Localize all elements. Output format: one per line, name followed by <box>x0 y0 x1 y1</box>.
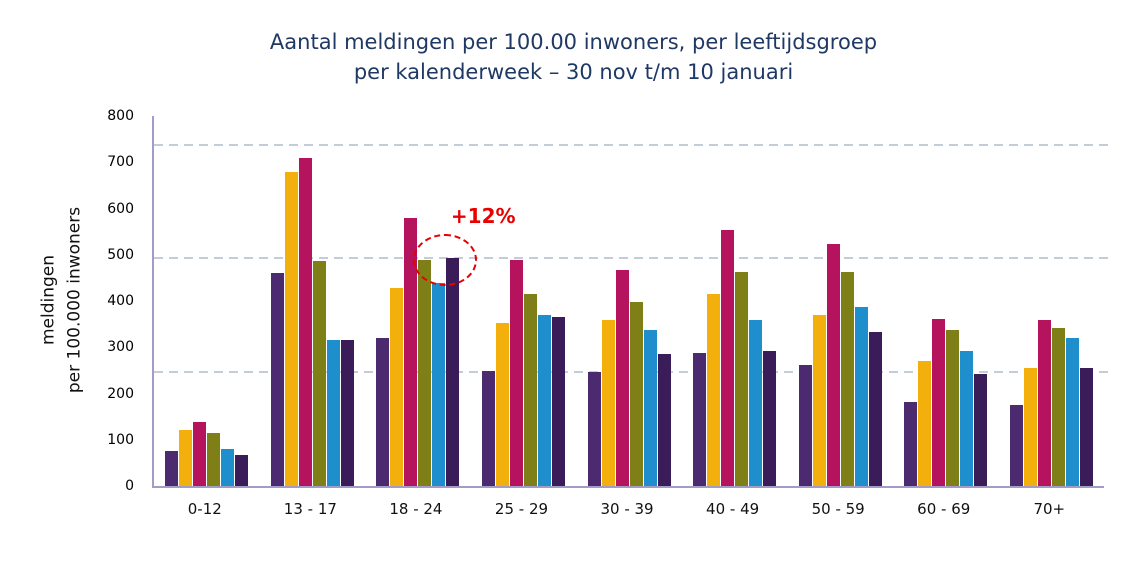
bar <box>629 302 643 486</box>
bar <box>974 374 988 486</box>
bar <box>326 339 340 486</box>
x-axis-labels: 0-12 13 - 17 18 - 24 25 - 29 30 - 39 40 - 49 5… <box>152 500 1102 518</box>
chart-title: Aantal meldingen per 100.00 inwoners, pe… <box>0 28 1147 88</box>
bar-groups <box>154 116 1104 486</box>
bar <box>960 350 974 486</box>
chart-title-line-1: Aantal meldingen per 100.00 inwoners, pe… <box>269 30 878 54</box>
bar <box>1065 338 1079 486</box>
bar <box>587 371 601 486</box>
bar <box>707 294 721 486</box>
bar <box>798 364 812 486</box>
x-axis-label: 60 - 69 <box>917 500 971 518</box>
x-axis-label: 25 - 29 <box>494 500 549 518</box>
bar-group <box>154 116 260 486</box>
x-axis-label: 18 - 24 <box>389 500 443 518</box>
bar <box>481 371 495 486</box>
bar <box>1037 320 1051 486</box>
bar <box>932 318 946 486</box>
bar <box>312 260 326 486</box>
bar <box>340 340 354 486</box>
x-axis-label: 0-12 <box>187 500 222 518</box>
bar <box>1023 368 1037 486</box>
y-tick-label: 400 <box>107 293 134 309</box>
bar <box>270 273 284 486</box>
bar <box>284 171 298 486</box>
bar <box>523 294 537 486</box>
x-axis-label: 30 - 39 <box>600 500 654 518</box>
chart-title-line-2: per kalenderweek – 30 nov t/m 10 januari <box>353 59 794 84</box>
bar <box>235 454 249 486</box>
bar <box>390 288 404 486</box>
bar <box>693 352 707 486</box>
annotation-label: +12% <box>450 204 516 228</box>
annotation-ellipse <box>412 234 477 286</box>
bar <box>749 320 763 486</box>
y-tick-label: 100 <box>107 431 134 448</box>
bar <box>721 230 735 486</box>
y-tick-label: 600 <box>107 200 134 217</box>
bar-group <box>260 116 366 486</box>
y-tick-label: 800 <box>107 108 134 124</box>
y-tick-label: 200 <box>107 385 134 402</box>
bar <box>551 317 565 486</box>
bar <box>446 258 460 486</box>
bar <box>946 330 960 486</box>
bar <box>763 350 777 486</box>
bar-group <box>576 116 682 486</box>
bar <box>918 361 932 486</box>
x-axis-label: 13 - 17 <box>283 500 337 518</box>
bar <box>165 451 179 486</box>
bar-group <box>999 116 1105 486</box>
gridline <box>154 144 1108 147</box>
y-tick-label: 500 <box>107 246 134 263</box>
bar <box>1009 405 1023 486</box>
x-axis-label: 70+ <box>1033 500 1066 518</box>
bar <box>207 432 221 486</box>
y-tick-label: 700 <box>107 154 134 171</box>
y-axis-ticks: 0 100 200 300 400 500 600 700 800 <box>60 108 142 494</box>
bar <box>404 217 418 486</box>
y-axis-title-line-1: meldingen <box>38 254 59 346</box>
y-tick-label: 300 <box>107 339 134 356</box>
bar-group <box>682 116 788 486</box>
y-tick-label: 0 <box>125 478 134 494</box>
bar <box>537 314 551 486</box>
bar <box>643 330 657 486</box>
bar-group <box>365 116 471 486</box>
bar <box>904 401 918 486</box>
bar <box>657 354 671 486</box>
bar <box>298 157 312 486</box>
bar <box>826 244 840 486</box>
bar <box>840 271 854 486</box>
bar <box>854 306 868 486</box>
bar <box>1079 368 1093 486</box>
bar <box>179 429 193 486</box>
x-axis-label: 40 - 49 <box>706 500 760 518</box>
bar-group <box>787 116 893 486</box>
x-axis-label: 50 - 59 <box>811 500 865 518</box>
bar <box>495 322 509 486</box>
bar <box>418 260 432 486</box>
bar <box>735 271 749 486</box>
gridline <box>154 257 1108 260</box>
bar <box>376 338 390 486</box>
bar-group <box>471 116 577 486</box>
bar <box>1051 327 1065 486</box>
bar <box>868 332 882 486</box>
bar <box>432 282 446 486</box>
bar <box>221 449 235 486</box>
bar <box>812 314 826 486</box>
bar <box>615 269 629 486</box>
bar <box>601 320 615 486</box>
bar-group <box>893 116 999 486</box>
bar <box>509 260 523 486</box>
bar <box>193 422 207 486</box>
plot-area: +12% <box>152 116 1108 488</box>
